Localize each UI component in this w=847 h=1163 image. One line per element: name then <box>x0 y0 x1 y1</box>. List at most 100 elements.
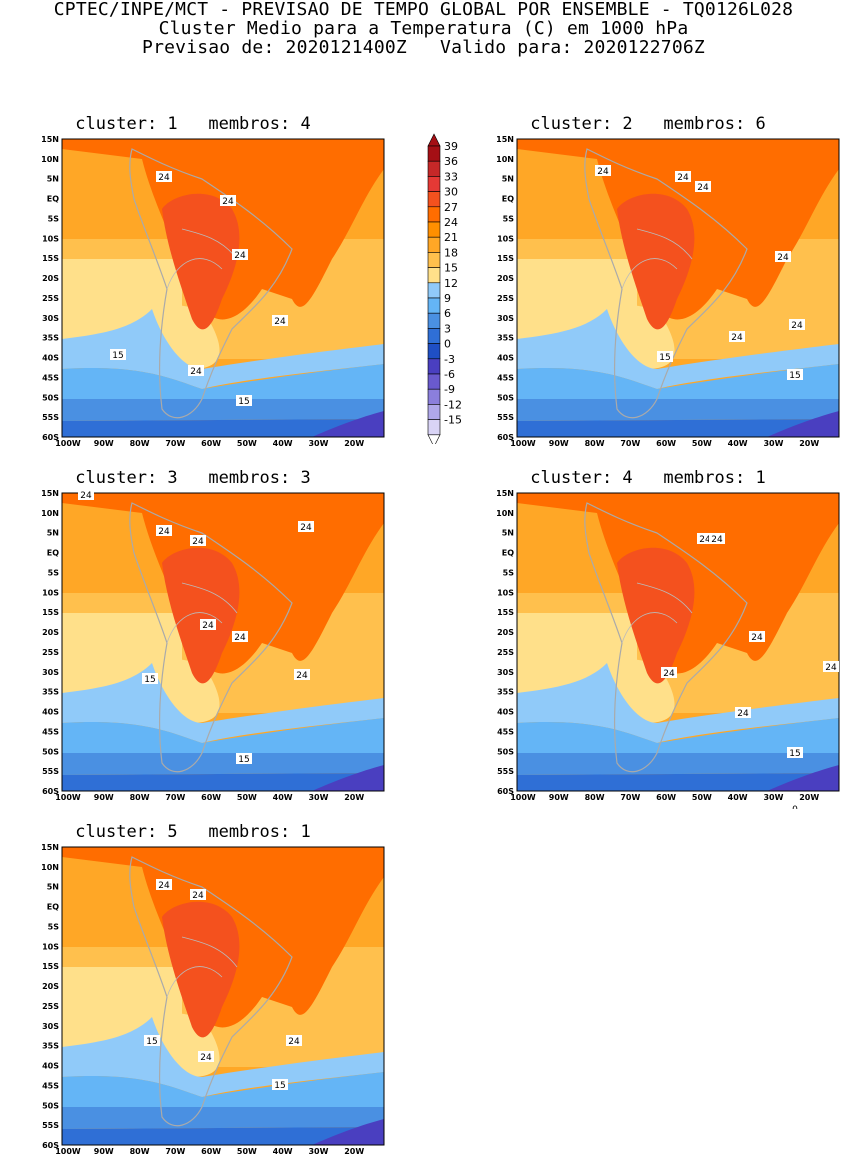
lon-tick-label: 30W <box>308 1147 328 1156</box>
contour-label-box <box>695 181 711 192</box>
lat-tick-label: 15N <box>41 843 59 852</box>
contour-label-box <box>200 619 216 630</box>
contour-label: 24 <box>234 251 246 261</box>
contour-label: 24 <box>697 183 709 193</box>
contour-label-box <box>78 489 94 500</box>
contour-label-box <box>272 315 288 326</box>
lat-tick-label: 5N <box>502 529 514 538</box>
lat-tick-label: 45S <box>497 373 514 382</box>
contour-label-box <box>286 1035 302 1046</box>
colorbar-swatch <box>427 404 441 420</box>
lat-tick-label: 15N <box>496 489 514 498</box>
contour-label: 15 <box>112 351 123 361</box>
colorbar-label: -3 <box>444 353 455 366</box>
colorbar-swatch <box>427 145 441 162</box>
contour-label: 24 <box>274 317 286 327</box>
lon-tick-label: 50W <box>692 793 712 802</box>
lat-tick-label: 45S <box>42 1081 59 1090</box>
lon-tick-label: 80W <box>585 439 605 448</box>
contour-label-box <box>729 331 745 342</box>
colorbar-swatch <box>427 358 441 375</box>
contour-label: 24 <box>663 669 675 679</box>
panel-title: cluster: 3 membros: 3 <box>75 468 311 488</box>
lat-tick-label: 10N <box>41 155 59 164</box>
panel-title: cluster: 5 membros: 1 <box>75 822 311 842</box>
lat-tick-label: 45S <box>42 727 59 736</box>
colorbar-swatch <box>427 312 441 329</box>
colorbar-min-arrow <box>427 434 441 448</box>
lon-tick-label: 90W <box>549 793 569 802</box>
lat-tick-label: 15N <box>41 135 59 144</box>
contour-label: 24 <box>202 621 214 631</box>
contour-label: 24 <box>300 523 312 533</box>
colorbar-label: 39 <box>444 140 458 153</box>
lat-tick-label: EQ <box>502 549 514 558</box>
colorbar-swatch <box>427 206 441 223</box>
header-subtitle: Cluster Medio para a Temperatura (C) em … <box>158 18 689 39</box>
contour-label: 24 <box>737 709 749 719</box>
contour-label-box <box>232 249 248 260</box>
lat-tick-label: 10S <box>42 234 59 243</box>
map-panel-cluster-3: cluster: 3 membros: 32424242424241515240… <box>0 469 386 809</box>
colorbar-label: -9 <box>444 383 455 396</box>
colorbar-label: 27 <box>444 201 458 214</box>
contour-label-box <box>190 889 206 900</box>
colorbar-swatch <box>427 282 441 299</box>
lat-tick-label: 60S <box>497 787 514 796</box>
lon-tick-label: 40W <box>728 793 748 802</box>
contour-label: 24 <box>296 671 308 681</box>
contour-label-box <box>236 753 252 764</box>
panel-title: cluster: 4 membros: 1 <box>530 468 766 488</box>
contour-label: 15 <box>274 1081 285 1091</box>
lat-tick-label: 60S <box>497 433 514 442</box>
lon-tick-label: 90W <box>549 439 569 448</box>
contour-label-box <box>661 667 677 678</box>
lat-tick-label: 5N <box>47 529 59 538</box>
lat-tick-label: 25S <box>497 294 514 303</box>
lon-tick-label: 40W <box>273 1147 293 1156</box>
lat-tick-label: 20S <box>497 274 514 283</box>
colorbar-swatch <box>427 267 441 284</box>
lon-tick-label: 40W <box>273 439 293 448</box>
lat-tick-label: 30S <box>42 1022 59 1031</box>
temperature-map: 24 24 15 24 24 15 15N 10N 5N EQ 5S 10S 15S 20S 25S 30S 3… <box>41 843 385 1156</box>
contour-label-box <box>749 631 765 642</box>
contour-label: 24 <box>751 633 763 643</box>
contour-label: 24 <box>288 1037 300 1047</box>
contour-label: 24 <box>699 535 711 545</box>
contour-label-box <box>156 171 172 182</box>
colorbar-label: 12 <box>444 277 458 290</box>
colorbar-label: -12 <box>444 398 462 411</box>
lat-tick-label: 35S <box>42 1042 59 1051</box>
lat-tick-label: 40S <box>42 1062 59 1071</box>
lat-tick-label: 40S <box>497 708 514 717</box>
contour-label: 15 <box>659 353 670 363</box>
lon-tick-label: 90W <box>94 439 114 448</box>
colorbar-swatch <box>427 373 441 390</box>
lat-tick-label: 5S <box>503 568 515 577</box>
lon-tick-label: 40W <box>728 439 748 448</box>
lon-tick-label: 100W <box>55 439 81 448</box>
contour-label: 15 <box>146 1037 157 1047</box>
colorbar-label: 36 <box>444 155 458 168</box>
lat-tick-label: 55S <box>42 1121 59 1130</box>
contour-label-box <box>697 533 713 544</box>
contour-label-box <box>144 1035 160 1046</box>
colorbar-label: 24 <box>444 216 458 229</box>
colorbar-swatch <box>427 191 441 208</box>
lat-tick-label: 50S <box>42 1101 59 1110</box>
lon-tick-label: 90W <box>94 1147 114 1156</box>
colorbar-label: 6 <box>444 307 451 320</box>
colorbar-swatch <box>427 419 441 436</box>
contour-label-box <box>142 673 158 684</box>
lat-tick-label: 15N <box>41 489 59 498</box>
colorbar-legend: 39 36 33 30 27 24 21 18 15 12 9 6 3 0 -3 -6 -9 -12 -15 <box>418 132 478 448</box>
lat-tick-label: 30S <box>497 314 514 323</box>
contour-label: 15 <box>144 675 155 685</box>
colorbar-swatch <box>427 328 441 344</box>
lon-tick-label: 60W <box>201 439 221 448</box>
lon-tick-label: 30W <box>763 793 783 802</box>
contour-label-box <box>675 171 691 182</box>
lon-tick-label: 20W <box>344 793 364 802</box>
